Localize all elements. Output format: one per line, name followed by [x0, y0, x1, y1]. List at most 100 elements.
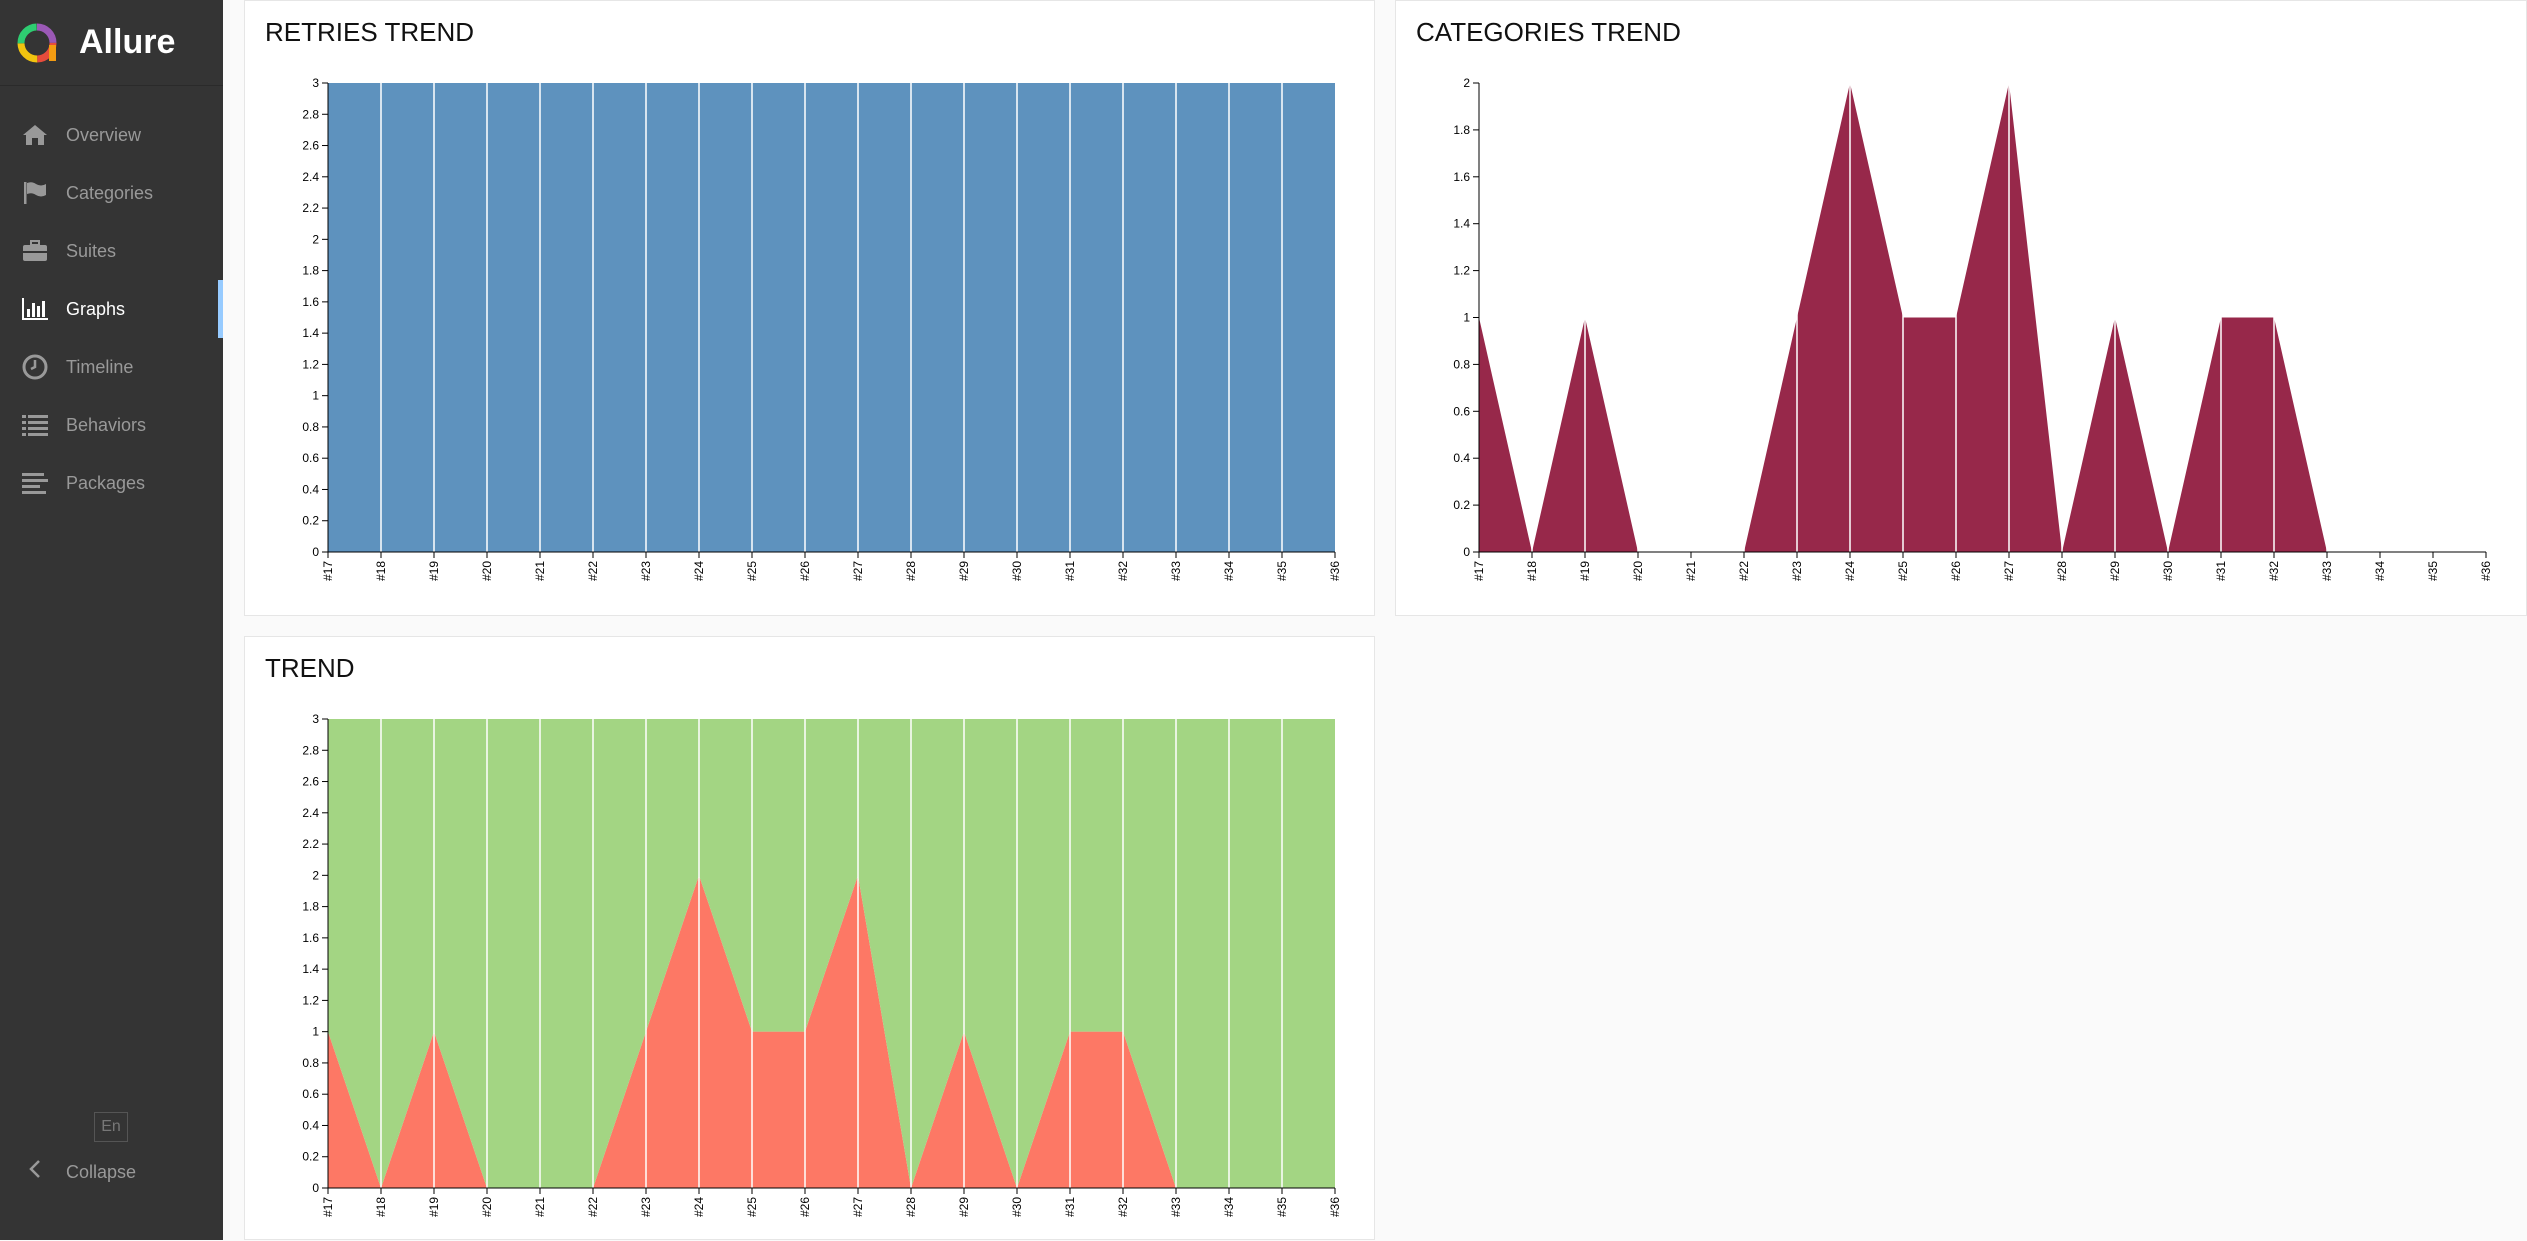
y-tick-label: 0.8 — [302, 420, 319, 434]
sidebar-item-label: Categories — [66, 182, 154, 203]
sidebar-item-graphs[interactable]: Graphs — [0, 280, 223, 338]
x-tick-label: #18 — [374, 561, 388, 581]
sidebar-item-overview[interactable]: Overview — [0, 106, 223, 164]
categories-trend-chart: 0 0.2 0.4 0.6 0.8 1 1.2 1.4 1.6 1.8 2 #17 #18 #19 #20 #… — [1453, 76, 2493, 581]
y-tick-label: 1 — [312, 389, 319, 403]
y-tick-label: 2.4 — [302, 806, 319, 820]
y-tick-label: 2.8 — [302, 743, 319, 757]
x-tick-label: #23 — [639, 1197, 653, 1217]
collapse-button[interactable]: Collapse — [20, 1155, 136, 1189]
x-tick-label: #24 — [692, 561, 706, 581]
y-tick-label: 1 — [1463, 311, 1470, 325]
home-icon — [20, 120, 50, 150]
categories-trend-widget: CATEGORIES TREND 0 0.2 0.4 0.6 0.8 1 1.2 1.4 1.6… — [1395, 0, 2527, 616]
x-tick-label: #32 — [2267, 561, 2281, 581]
x-tick-label: #28 — [2055, 561, 2069, 581]
sidebar: Allure Overview Categories Suites Graphs — [0, 0, 223, 1240]
x-tick-label: #25 — [745, 561, 759, 581]
app-name: Allure — [79, 23, 176, 61]
x-tick-label: #20 — [480, 1197, 494, 1217]
x-tick-label: #26 — [798, 1197, 812, 1217]
y-tick-label: 1.8 — [302, 264, 319, 278]
collapse-label: Collapse — [66, 1161, 137, 1182]
sidebar-item-categories[interactable]: Categories — [0, 164, 223, 222]
y-tick-label: 3 — [312, 712, 319, 726]
widget-title: TREND — [265, 653, 355, 683]
x-tick-label: #27 — [851, 561, 865, 581]
x-tick-label: #25 — [745, 1197, 759, 1217]
x-tick-label: #18 — [374, 1197, 388, 1217]
x-tick-label: #33 — [1169, 561, 1183, 581]
x-tick-label: #25 — [1896, 561, 1910, 581]
x-tick-label: #30 — [1010, 561, 1024, 581]
retries-trend-widget: RETRIES TREND 0 0.2 0.4 0.6 0.8 1 1.2 1.4 1.6 1.8… — [244, 0, 1375, 616]
y-tick-label: 1.8 — [1453, 123, 1470, 137]
trend-widget: TREND 0 0.2 0.4 0.6 0.8 1 1.2 1.4 1.6 1.8 2 2.2 2.4 2… — [244, 636, 1375, 1240]
y-tick-label: 3 — [312, 76, 319, 90]
y-tick-label: 2.6 — [302, 775, 319, 789]
x-tick-label: #36 — [2479, 561, 2493, 581]
y-tick-label: 0.2 — [302, 514, 319, 528]
y-tick-label: 0.4 — [1453, 451, 1470, 465]
brand[interactable]: Allure — [0, 0, 223, 86]
language-switch[interactable]: En — [94, 1112, 128, 1142]
sidebar-item-label: Overview — [66, 124, 142, 145]
series-area-0[interactable] — [328, 83, 1335, 552]
y-tick-label: 2.4 — [302, 170, 319, 184]
sidebar-item-suites[interactable]: Suites — [0, 222, 223, 280]
y-tick-label: 1.2 — [302, 357, 319, 371]
y-tick-label: 0.4 — [302, 482, 319, 496]
y-tick-label: 1.6 — [302, 931, 319, 945]
y-tick-label: 1.4 — [302, 326, 319, 340]
x-tick-label: #27 — [851, 1197, 865, 1217]
x-tick-label: #28 — [904, 1197, 918, 1217]
x-tick-label: #34 — [1222, 1197, 1236, 1217]
y-tick-label: 1.2 — [1453, 264, 1470, 278]
series-area-1[interactable] — [328, 719, 1335, 1188]
series-area-0[interactable] — [328, 875, 1335, 1188]
y-tick-label: 2.6 — [302, 139, 319, 153]
y-tick-label: 0.8 — [302, 1056, 319, 1070]
y-tick-label: 2.8 — [302, 107, 319, 121]
x-tick-label: #31 — [1063, 1197, 1077, 1217]
y-tick-label: 1 — [312, 1025, 319, 1039]
sidebar-item-label: Suites — [66, 240, 117, 261]
x-tick-label: #23 — [639, 561, 653, 581]
x-tick-label: #17 — [321, 561, 335, 581]
widget-title: RETRIES TREND — [265, 17, 474, 47]
series-area-0[interactable] — [1479, 83, 2486, 552]
x-tick-label: #19 — [427, 561, 441, 581]
x-tick-label: #35 — [2426, 561, 2440, 581]
y-tick-label: 2 — [1463, 76, 1470, 90]
x-tick-label: #29 — [2108, 561, 2122, 581]
trend-chart: 0 0.2 0.4 0.6 0.8 1 1.2 1.4 1.6 1.8 2 2.2 2.4 2.6 2.8 3… — [302, 712, 1342, 1217]
align-left-icon — [20, 468, 50, 498]
x-tick-label: #31 — [1063, 561, 1077, 581]
briefcase-icon — [20, 236, 50, 266]
x-tick-label: #19 — [427, 1197, 441, 1217]
x-tick-label: #21 — [1684, 561, 1698, 581]
retries-trend-chart: 0 0.2 0.4 0.6 0.8 1 1.2 1.4 1.6 1.8 2 2.2 2.4 2.6 2.8 3… — [302, 76, 1342, 581]
bar-chart-icon — [20, 294, 50, 324]
x-tick-label: #36 — [1328, 561, 1342, 581]
y-tick-label: 1.2 — [302, 993, 319, 1007]
sidebar-item-timeline[interactable]: Timeline — [0, 338, 223, 396]
x-tick-label: #20 — [1631, 561, 1645, 581]
flag-icon — [20, 178, 50, 208]
y-tick-label: 0.4 — [302, 1118, 319, 1132]
y-tick-label: 1.4 — [302, 962, 319, 976]
sidebar-item-label: Graphs — [66, 298, 126, 319]
sidebar-item-packages[interactable]: Packages — [0, 454, 223, 512]
sidebar-item-behaviors[interactable]: Behaviors — [0, 396, 223, 454]
y-tick-label: 0.2 — [1453, 498, 1470, 512]
sidebar-item-label: Behaviors — [66, 414, 147, 435]
y-tick-label: 2 — [312, 868, 319, 882]
x-tick-label: #34 — [1222, 561, 1236, 581]
x-tick-label: #35 — [1275, 1197, 1289, 1217]
x-tick-label: #19 — [1578, 561, 1592, 581]
x-tick-label: #21 — [533, 1197, 547, 1217]
x-tick-label: #28 — [904, 561, 918, 581]
y-tick-label: 0.6 — [302, 1087, 319, 1101]
x-tick-label: #20 — [480, 561, 494, 581]
x-tick-label: #34 — [2373, 561, 2387, 581]
